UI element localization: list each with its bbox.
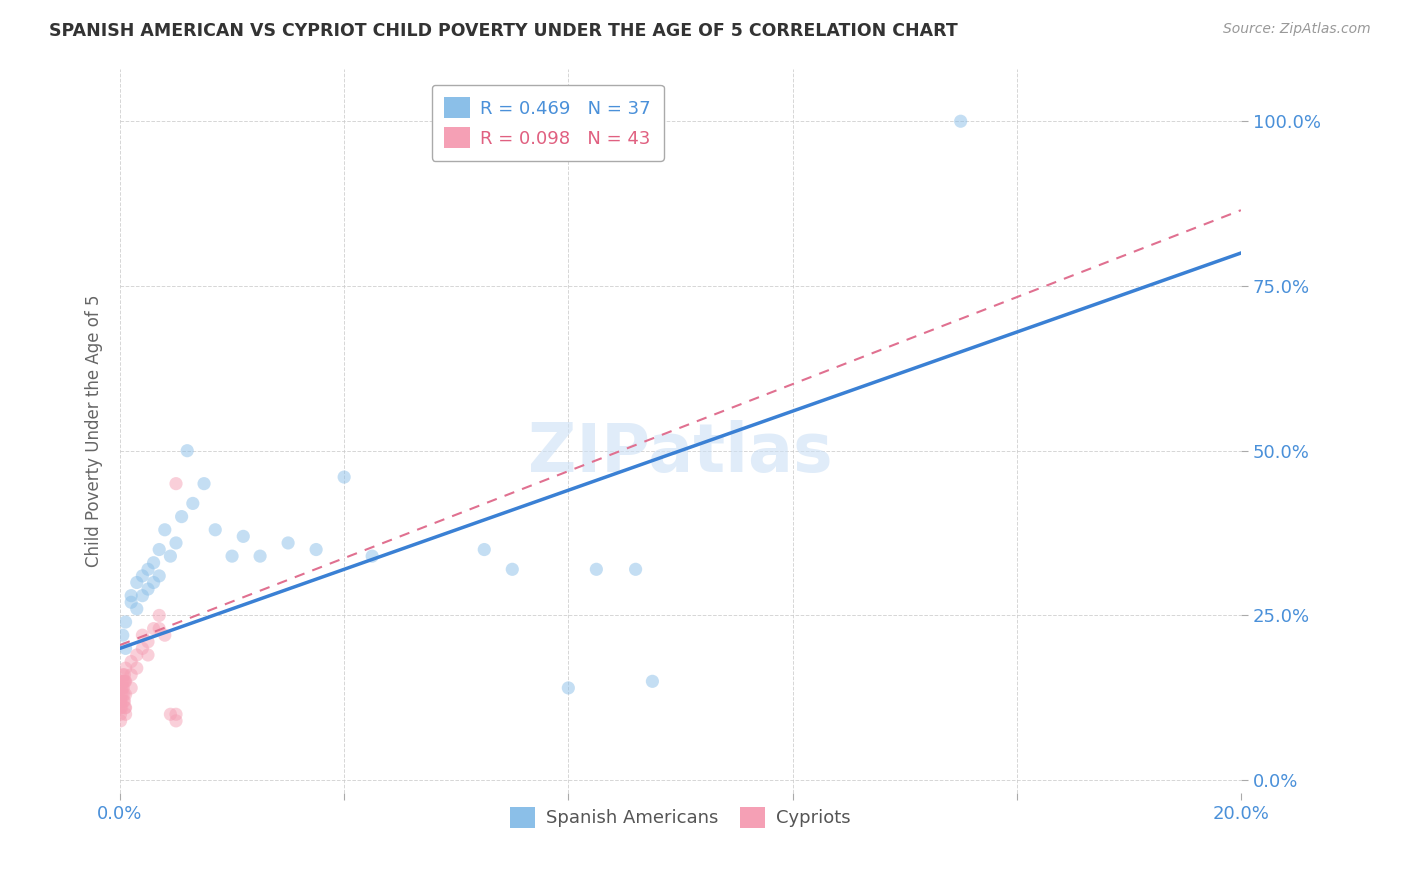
Point [159,549,181,563]
Point [159,707,181,722]
Point [165,476,187,491]
Point [114,694,136,708]
Point [165,714,187,728]
Point [111,628,134,642]
Point [111,674,134,689]
Point [125,575,148,590]
Point [112,681,135,695]
Point [501,562,523,576]
Point [114,674,136,689]
Point [557,681,579,695]
Point [136,562,159,576]
Point [114,615,136,629]
Point [114,674,136,689]
Point [131,628,153,642]
Point [114,667,136,681]
Point [136,648,159,662]
Point [114,700,136,714]
Point [114,688,136,702]
Point [165,707,187,722]
Point [114,700,136,714]
Point [120,589,142,603]
Point [204,523,226,537]
Point [110,694,132,708]
Point [120,667,142,681]
Point [120,595,142,609]
Point [148,622,170,636]
Point [131,641,153,656]
Point [110,714,132,728]
Point [112,694,135,708]
Point [125,661,148,675]
Point [110,700,132,714]
Point [111,700,134,714]
Y-axis label: Child Poverty Under the Age of 5: Child Poverty Under the Age of 5 [86,294,103,567]
Text: SPANISH AMERICAN VS CYPRIOT CHILD POVERTY UNDER THE AGE OF 5 CORRELATION CHART: SPANISH AMERICAN VS CYPRIOT CHILD POVERT… [49,22,957,40]
Point [148,569,170,583]
Point [142,575,165,590]
Point [142,556,165,570]
Point [112,674,135,689]
Text: ZIPatlas: ZIPatlas [529,419,832,485]
Point [136,582,159,596]
Point [114,661,136,675]
Point [361,549,384,563]
Point [221,549,243,563]
Point [585,562,607,576]
Point [153,523,176,537]
Point [193,476,215,491]
Point [110,707,132,722]
Point [114,641,136,656]
Point [125,648,148,662]
Point [120,655,142,669]
Point [111,681,134,695]
Point [277,536,299,550]
Legend: Spanish Americans, Cypriots: Spanish Americans, Cypriots [503,800,858,835]
Point [170,509,193,524]
Point [949,114,972,128]
Point [112,688,135,702]
Point [472,542,495,557]
Point [176,443,198,458]
Point [125,602,148,616]
Point [305,542,328,557]
Point [110,694,132,708]
Point [153,628,176,642]
Point [111,667,134,681]
Point [165,536,187,550]
Point [232,529,254,543]
Point [142,622,165,636]
Point [148,542,170,557]
Point [641,674,664,689]
Point [110,688,132,702]
Point [111,688,134,702]
Point [131,569,153,583]
Point [624,562,647,576]
Text: Source: ZipAtlas.com: Source: ZipAtlas.com [1223,22,1371,37]
Point [333,470,356,484]
Point [120,681,142,695]
Point [136,634,159,648]
Point [148,608,170,623]
Point [111,674,134,689]
Point [110,681,132,695]
Point [131,589,153,603]
Point [114,707,136,722]
Point [181,496,204,510]
Point [249,549,271,563]
